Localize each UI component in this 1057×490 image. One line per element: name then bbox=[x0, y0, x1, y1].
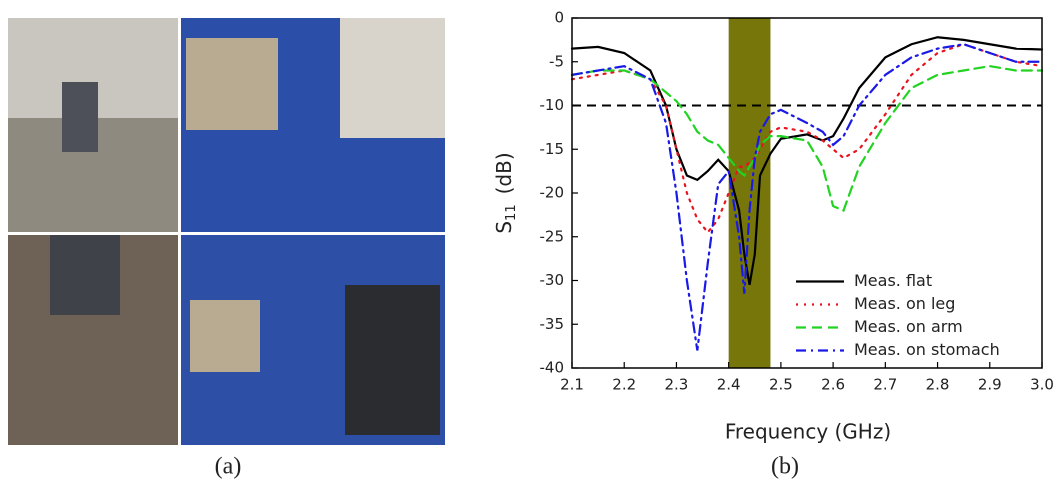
x-axis-title: Frequency (GHz) bbox=[725, 420, 891, 444]
y-tick-label: -40 bbox=[540, 359, 565, 377]
y-tick-label: -20 bbox=[540, 184, 565, 202]
plot-frame bbox=[571, 17, 1043, 369]
y-axis-title-unit: (dB) bbox=[492, 152, 516, 194]
y-axis-title: S11 (dB) bbox=[492, 152, 519, 233]
caption: (a) bbox=[215, 454, 242, 480]
photo-antenna bbox=[190, 300, 260, 372]
y-tick-label: 0 bbox=[554, 9, 564, 27]
photo-analyzer bbox=[62, 82, 98, 152]
x-tick-label: 2.7 bbox=[873, 376, 897, 394]
x-tick-label: 2.3 bbox=[665, 376, 689, 394]
photo-panel bbox=[8, 18, 445, 445]
band bbox=[728, 18, 771, 368]
y-tick-label: -5 bbox=[549, 52, 564, 70]
x-tick-label: 3.0 bbox=[1030, 376, 1054, 394]
series-line bbox=[570, 43, 1044, 351]
legend-label: Meas. on arm bbox=[854, 317, 963, 336]
legend-label: Meas. on leg bbox=[854, 294, 955, 313]
photo-analyzer bbox=[345, 285, 440, 435]
x-tick-label: 2.6 bbox=[821, 376, 845, 394]
y-tick-label: -10 bbox=[540, 96, 565, 114]
y-tick-label: -15 bbox=[540, 140, 565, 158]
x-tick-label: 2.4 bbox=[717, 376, 741, 394]
y-tick-label: -35 bbox=[540, 315, 565, 333]
series-line bbox=[570, 65, 1044, 212]
legend-label: Meas. flat bbox=[854, 271, 932, 290]
photo-wall bbox=[340, 18, 445, 138]
x-tick-label: 2.8 bbox=[926, 376, 950, 394]
y-tick-label: -25 bbox=[540, 227, 565, 245]
series-line bbox=[570, 36, 1044, 286]
y-axis-title-main: S bbox=[492, 221, 516, 234]
y-tick-label: -30 bbox=[540, 271, 565, 289]
legend-label: Meas. on stomach bbox=[854, 340, 1000, 359]
x-tick-label: 2.5 bbox=[769, 376, 793, 394]
y-axis-title-sub: 11 bbox=[504, 204, 519, 221]
x-tick-label: 2.9 bbox=[978, 376, 1002, 394]
series-line bbox=[570, 43, 1044, 235]
x-tick-label: 2.2 bbox=[612, 376, 636, 394]
caption: (b) bbox=[771, 454, 799, 480]
x-tick-label: 2.1 bbox=[560, 376, 584, 394]
photo-analyzer bbox=[50, 235, 120, 315]
photo-antenna bbox=[186, 38, 278, 130]
